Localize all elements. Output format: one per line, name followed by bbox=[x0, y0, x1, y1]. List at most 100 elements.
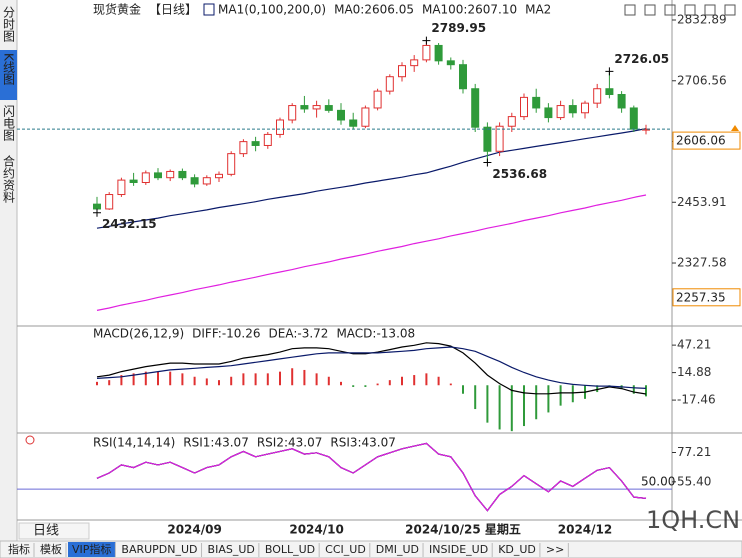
y-tick-label: 2832.89 bbox=[677, 13, 727, 27]
legend-entry: MA2 bbox=[525, 3, 551, 17]
bottom-tab[interactable]: VIP指标 bbox=[72, 542, 111, 556]
legend-entry: MA1(0,100,200,0) bbox=[218, 3, 326, 17]
x-tick-label: 2024/12 bbox=[558, 523, 612, 537]
y-tick-label: 55.40 bbox=[677, 474, 711, 488]
y-tick-label: 2327.58 bbox=[677, 256, 727, 270]
candle-body bbox=[202, 177, 211, 185]
last-price-label: 2606.06 bbox=[676, 134, 726, 148]
bottom-tab[interactable]: 指标 bbox=[8, 542, 30, 556]
candle-body bbox=[361, 107, 370, 127]
bottom-tab[interactable]: 模板 bbox=[40, 542, 62, 556]
bottom-tab[interactable]: KD_UD bbox=[498, 543, 536, 556]
candle-body bbox=[215, 173, 223, 179]
candle-body bbox=[337, 109, 345, 121]
candle-body bbox=[446, 60, 455, 66]
marker-label: 2257.35 bbox=[676, 290, 726, 304]
candle-body bbox=[312, 105, 321, 110]
series-line bbox=[96, 128, 647, 229]
candle-body bbox=[178, 170, 187, 179]
candle-body bbox=[239, 141, 248, 155]
icon[interactable] bbox=[724, 4, 736, 16]
ma-icon[interactable] bbox=[203, 3, 215, 16]
icon[interactable] bbox=[624, 4, 636, 16]
icon[interactable] bbox=[704, 4, 716, 16]
candle-body bbox=[129, 179, 138, 184]
candle-body bbox=[263, 133, 272, 146]
legend-entry: RSI1:43.07 bbox=[183, 436, 249, 450]
y-tick-label: -17.46 bbox=[677, 393, 716, 407]
candle-body bbox=[605, 88, 614, 95]
legend-entry: RSI3:43.07 bbox=[330, 436, 396, 450]
extreme-label: 2432.15 bbox=[102, 217, 157, 231]
y-tick-label: 2453.91 bbox=[677, 195, 727, 209]
candle-body bbox=[532, 96, 541, 109]
candle-body bbox=[93, 203, 101, 210]
legend-entry: MA100:2607.10 bbox=[422, 3, 517, 17]
toolbar-icons bbox=[624, 4, 736, 16]
y-tick-label: 2706.56 bbox=[677, 73, 727, 87]
candle-body bbox=[300, 105, 309, 110]
legend-entry: RSI(14,14,14) bbox=[93, 436, 175, 450]
bottom-tab[interactable]: BOLL_UD bbox=[265, 543, 315, 556]
sidebar-tab[interactable]: 合约资料 bbox=[2, 154, 16, 203]
legend-entry: DEA:-3.72 bbox=[269, 327, 329, 341]
extreme-marker bbox=[605, 67, 614, 76]
y-tick-label: 14.88 bbox=[677, 365, 711, 379]
candle-body bbox=[507, 116, 516, 127]
bottom-tab[interactable]: >> bbox=[546, 543, 564, 556]
candle-body bbox=[434, 44, 443, 62]
candle-body bbox=[117, 179, 126, 196]
candle-body bbox=[227, 153, 236, 175]
y-tick-label: 77.21 bbox=[677, 445, 711, 459]
bottom-tab[interactable]: DMI_UD bbox=[376, 543, 419, 556]
legend-entry: MACD(26,12,9) bbox=[93, 327, 184, 341]
icon[interactable] bbox=[664, 4, 676, 16]
x-tick-label: 2024/09 bbox=[167, 523, 221, 537]
candle-body bbox=[166, 170, 175, 179]
candle-body bbox=[324, 105, 333, 111]
bottom-tab[interactable]: INSIDE_UD bbox=[429, 543, 488, 556]
sidebar-tab[interactable]: 分时图 bbox=[2, 6, 16, 42]
candle-body bbox=[398, 65, 406, 78]
tab-bar bbox=[0, 540, 742, 558]
candle-body bbox=[154, 172, 162, 179]
bottom-tab-active bbox=[68, 542, 116, 557]
period-label: 日线 bbox=[33, 524, 59, 539]
bottom-tab[interactable]: BARUPDN_UD bbox=[121, 543, 197, 556]
candle-body bbox=[471, 88, 480, 128]
y-tick-label: 47.21 bbox=[677, 338, 711, 352]
legend-entry: RSI2:43.07 bbox=[257, 436, 323, 450]
extreme-marker bbox=[483, 158, 492, 167]
watermark: 1QH.CN bbox=[646, 506, 740, 534]
x-tick-label: 2024/10 bbox=[289, 523, 343, 537]
candle-body bbox=[276, 119, 284, 135]
candle-body bbox=[629, 107, 638, 130]
candle-body bbox=[495, 125, 504, 152]
candle-body bbox=[483, 126, 492, 152]
sidebar-tab[interactable]: 闪电图 bbox=[2, 105, 16, 141]
extreme-label: 2536.68 bbox=[492, 167, 547, 181]
icon[interactable] bbox=[644, 4, 656, 16]
sidebar-tab[interactable]: K线图 bbox=[2, 53, 16, 85]
sidebar bbox=[0, 0, 17, 541]
candle-body bbox=[410, 59, 419, 67]
arrow-icon bbox=[731, 125, 739, 131]
extreme-marker bbox=[93, 208, 101, 217]
extreme-label: 2789.95 bbox=[431, 21, 486, 35]
sidebar-tab-active bbox=[0, 50, 17, 100]
legend-entry: 【日线】 bbox=[149, 3, 197, 17]
candle-body bbox=[288, 105, 297, 121]
candle-body bbox=[459, 64, 467, 90]
period-box[interactable] bbox=[18, 522, 90, 540]
icon[interactable] bbox=[684, 4, 696, 16]
candle-body bbox=[105, 194, 114, 210]
bottom-tab[interactable]: BIAS_UD bbox=[208, 543, 255, 556]
bottom-tab[interactable]: CCI_UD bbox=[325, 543, 366, 556]
candle-body bbox=[141, 172, 150, 184]
settings-icon[interactable] bbox=[25, 435, 35, 445]
legend-entry: MA0:2606.05 bbox=[334, 3, 414, 17]
ref-line-label: 50.00 bbox=[641, 475, 675, 489]
series-line bbox=[96, 442, 647, 512]
